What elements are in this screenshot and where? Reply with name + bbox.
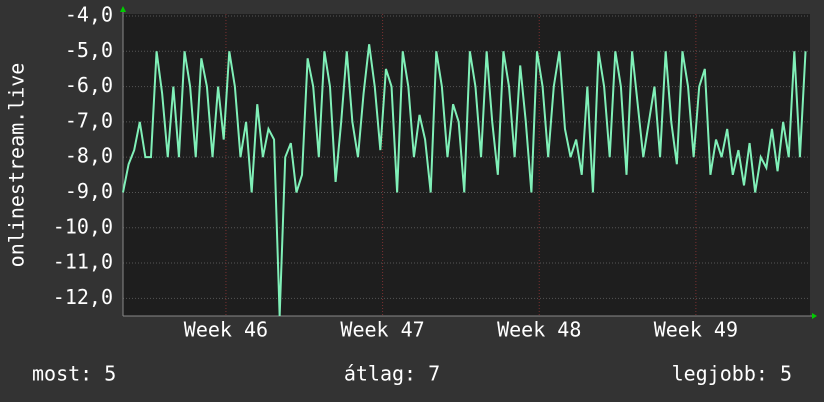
footer-current: most: 5 [32,362,116,386]
data-line [122,44,807,317]
arrow [120,6,126,12]
y-tick-label: -4,0 [65,3,113,27]
footer-average: átlag: 7 [344,362,440,386]
y-axis-label: onlinestream.live [5,63,29,268]
x-tick-label: Week 49 [654,318,738,342]
arrow [812,313,817,319]
y-tick-label: -7,0 [65,108,113,132]
x-tick-label: Week 48 [497,318,581,342]
x-tick-label: Week 47 [340,318,424,342]
footer-best: legjobb: 5 [672,362,792,386]
y-tick-label: -12,0 [53,285,113,309]
y-tick-label: -11,0 [53,250,113,274]
y-tick-label: -6,0 [65,73,113,97]
x-tick-label: Week 46 [184,318,268,342]
y-tick-label: -10,0 [53,214,113,238]
y-tick-label: -5,0 [65,38,113,62]
y-tick-label: -8,0 [65,144,113,168]
y-tick-label: -9,0 [65,179,113,203]
